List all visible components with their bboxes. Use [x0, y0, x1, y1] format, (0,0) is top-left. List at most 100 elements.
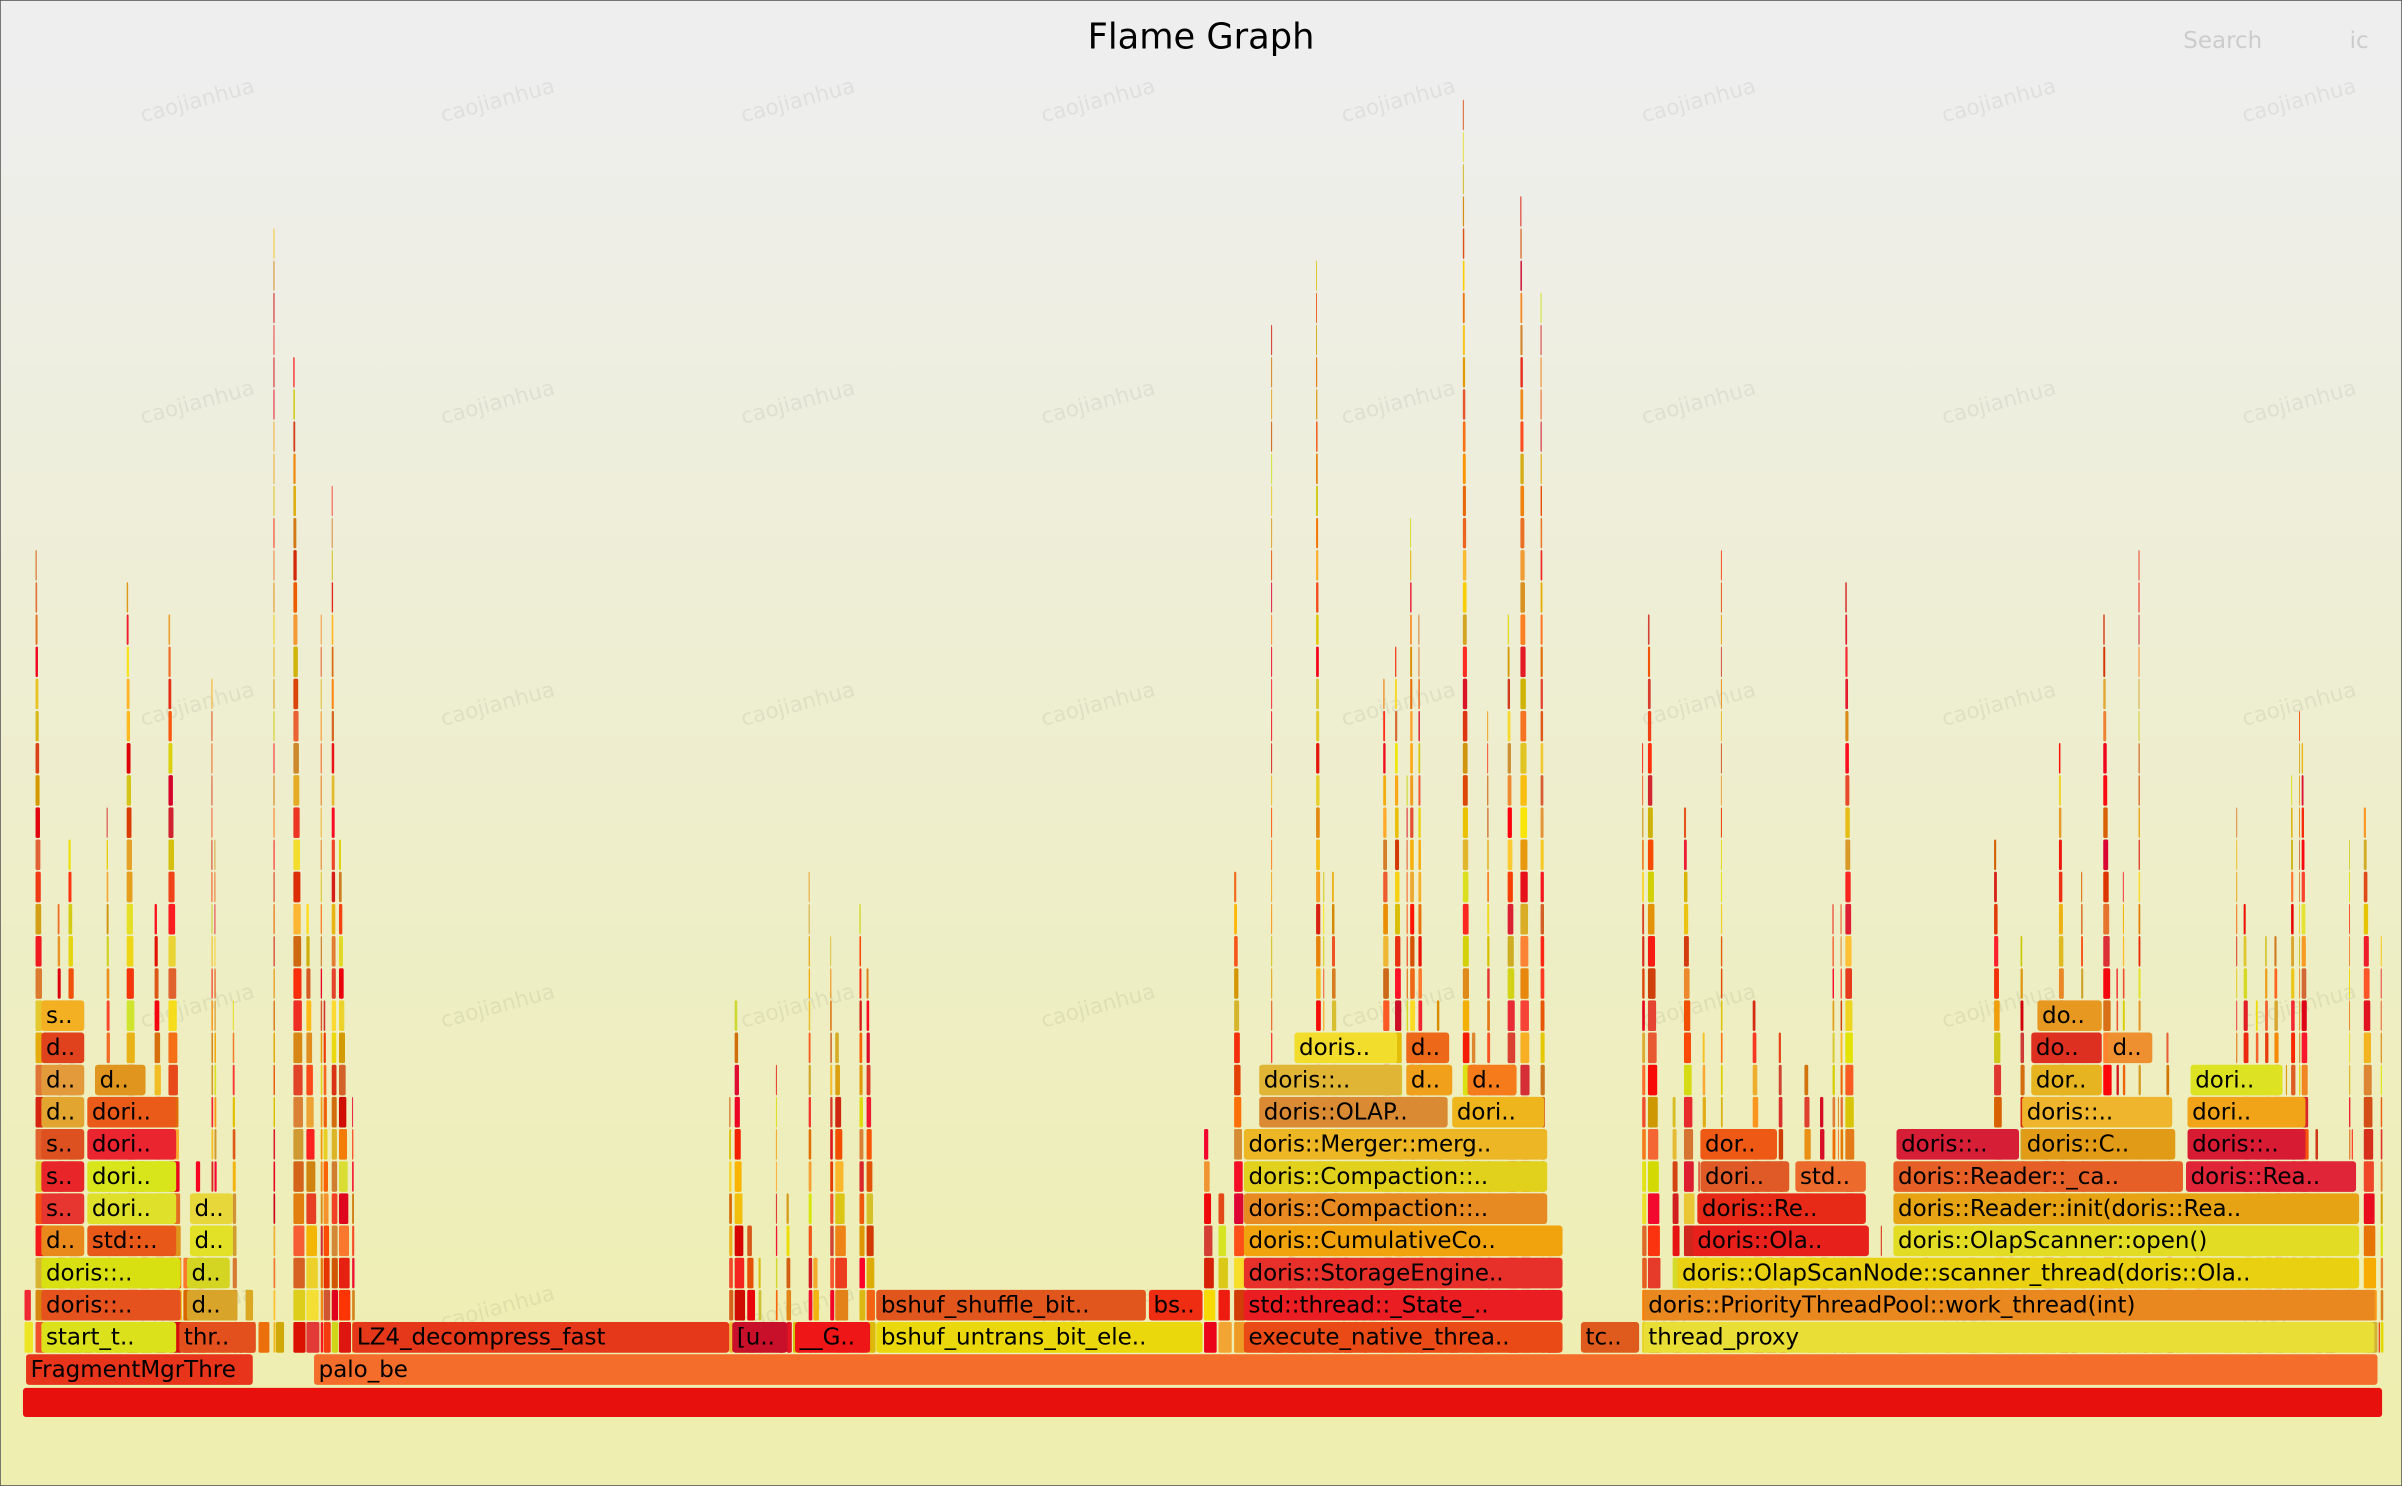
frame-label[interactable]: d..	[191, 1292, 220, 1318]
frame-label[interactable]: std::thread::_State_..	[1248, 1292, 1488, 1318]
frame-box[interactable]	[41, 1289, 181, 1321]
frame[interactable]: bshuf_untrans_bit_ele..	[876, 1322, 1203, 1353]
frame-label[interactable]: dori..	[92, 1132, 151, 1158]
frame-label[interactable]: LZ4_decompress_fast	[357, 1325, 606, 1351]
frame-label[interactable]: dor..	[2036, 1067, 2087, 1093]
frame-box[interactable]	[1406, 1032, 1450, 1064]
frame-box[interactable]	[41, 1064, 85, 1096]
frame-box[interactable]	[1467, 1064, 1517, 1096]
frame-label[interactable]: s..	[46, 1132, 73, 1158]
frame[interactable]: d..	[41, 1225, 85, 1257]
frame-label[interactable]: palo_be	[319, 1357, 408, 1383]
frame-label[interactable]: dori..	[92, 1164, 151, 1190]
frame[interactable]: dor..	[1700, 1129, 1777, 1160]
frame[interactable]: doris::CumulativeCo..	[1243, 1225, 1563, 1257]
frame-box[interactable]	[1677, 1257, 2360, 1289]
frame[interactable]: dori..	[87, 1193, 177, 1225]
frame-label[interactable]: __G..	[799, 1325, 855, 1351]
frame-label[interactable]: doris::Re..	[1702, 1196, 1818, 1222]
frame-label[interactable]: d..	[1472, 1067, 1501, 1093]
frame[interactable]: execute_native_threa..	[1243, 1322, 1563, 1353]
frame-box[interactable]	[87, 1096, 177, 1128]
frame[interactable]: s..	[41, 1000, 85, 1031]
ignore-case[interactable]: ic	[2350, 28, 2369, 54]
frame[interactable]: doris::Reader::_ca..	[1893, 1161, 2183, 1192]
frame-label[interactable]: doris::..	[46, 1260, 133, 1286]
frame-label[interactable]: d..	[46, 1035, 75, 1061]
frame-label[interactable]: d..	[46, 1067, 75, 1093]
frame-label[interactable]: s..	[46, 1164, 73, 1190]
frame-label[interactable]: start_t..	[46, 1325, 135, 1351]
frame[interactable]: d..	[2107, 1032, 2153, 1064]
frame-box[interactable]	[1243, 1257, 1563, 1289]
frame-label[interactable]: doris::..	[2192, 1132, 2279, 1158]
frame[interactable]: tc..	[1580, 1322, 1640, 1353]
frame-label[interactable]: doris::Ola..	[1697, 1228, 1822, 1254]
frame-box[interactable]	[314, 1354, 2378, 1385]
frame-label[interactable]: doris::..	[1901, 1132, 1988, 1158]
frame[interactable]: s..	[41, 1161, 85, 1192]
frame-label[interactable]: doris::OlapScanNode::scanner_thread(dori…	[1682, 1260, 2250, 1286]
frame-box[interactable]	[1243, 1129, 1548, 1160]
frame-label[interactable]: bshuf_shuffle_bit..	[881, 1292, 1090, 1318]
frame[interactable]: doris::PriorityThreadPool::work_thread(i…	[1643, 1289, 2375, 1321]
frame[interactable]: thr..	[179, 1322, 256, 1353]
frame-box[interactable]	[2190, 1064, 2283, 1096]
frame[interactable]: d..	[1467, 1064, 1517, 1096]
frame-label[interactable]: d..	[195, 1228, 224, 1254]
frame[interactable]: s..	[41, 1129, 85, 1160]
frame-label[interactable]: d..	[2112, 1035, 2141, 1061]
frame[interactable]: std..	[1795, 1161, 1866, 1192]
frame-label[interactable]: s..	[46, 1196, 73, 1222]
frame[interactable]: s..	[41, 1193, 85, 1225]
frame-box[interactable]	[41, 1129, 85, 1160]
frame[interactable]: bshuf_shuffle_bit..	[876, 1289, 1146, 1321]
frame-label[interactable]: d..	[46, 1099, 75, 1125]
frame-label[interactable]: doris::C..	[2027, 1132, 2130, 1158]
frame[interactable]: [u..	[732, 1322, 788, 1353]
frame[interactable]: d..	[41, 1096, 85, 1128]
frame-box[interactable]	[1406, 1064, 1453, 1096]
frame-label[interactable]: bshuf_untrans_bit_ele..	[881, 1325, 1147, 1351]
frame-label[interactable]: doris::OLAP..	[1264, 1099, 1408, 1125]
frame-label[interactable]: thread_proxy	[1648, 1325, 1799, 1351]
frame[interactable]: doris::Rea..	[2186, 1161, 2357, 1192]
frame-box[interactable]	[1243, 1289, 1563, 1321]
frame-box[interactable]	[179, 1322, 256, 1353]
frame-box[interactable]	[26, 1354, 253, 1385]
frame-box[interactable]	[87, 1225, 177, 1257]
frame[interactable]: doris::Re..	[1697, 1193, 1866, 1225]
frame[interactable]: d..	[41, 1064, 85, 1096]
frame-label[interactable]: do..	[2042, 1003, 2085, 1029]
frame-box[interactable]	[1643, 1322, 2375, 1353]
frame-label[interactable]: doris::StorageEngine..	[1248, 1260, 1503, 1286]
frame[interactable]: __G..	[795, 1322, 871, 1353]
frame[interactable]: d..	[186, 1257, 230, 1289]
frame-box[interactable]	[1580, 1322, 1640, 1353]
frame-label[interactable]: doris::CumulativeCo..	[1248, 1228, 1495, 1254]
frame[interactable]: palo_be	[314, 1354, 2378, 1385]
frame[interactable]: doris::Ola..	[1692, 1225, 1869, 1257]
frame-box[interactable]	[87, 1161, 177, 1192]
frame[interactable]: do..	[2037, 1000, 2102, 1031]
frame-box[interactable]	[2107, 1032, 2153, 1064]
frame-box[interactable]	[87, 1129, 177, 1160]
frame-label[interactable]: d..	[100, 1067, 129, 1093]
frame-box[interactable]	[41, 1000, 85, 1031]
frame[interactable]: doris::..	[1259, 1064, 1402, 1096]
frame-box[interactable]	[2022, 1129, 2176, 1160]
frame-box[interactable]	[795, 1322, 871, 1353]
frame-label[interactable]: doris::..	[2027, 1099, 2114, 1125]
frame-box[interactable]	[41, 1096, 85, 1128]
frame-box[interactable]	[41, 1193, 85, 1225]
frame[interactable]: d..	[1406, 1032, 1450, 1064]
frame-box[interactable]	[1452, 1096, 1545, 1128]
frame-label[interactable]: doris::..	[46, 1292, 133, 1318]
frame-box[interactable]	[1243, 1193, 1548, 1225]
frame[interactable]: d..	[41, 1032, 85, 1064]
frame[interactable]: bs..	[1148, 1289, 1203, 1321]
frame-box[interactable]	[2031, 1032, 2102, 1064]
frame-box[interactable]	[1893, 1225, 2360, 1257]
frame-label[interactable]: tc..	[1586, 1325, 1622, 1351]
frame-label[interactable]: FragmentMgrThre	[31, 1357, 236, 1383]
